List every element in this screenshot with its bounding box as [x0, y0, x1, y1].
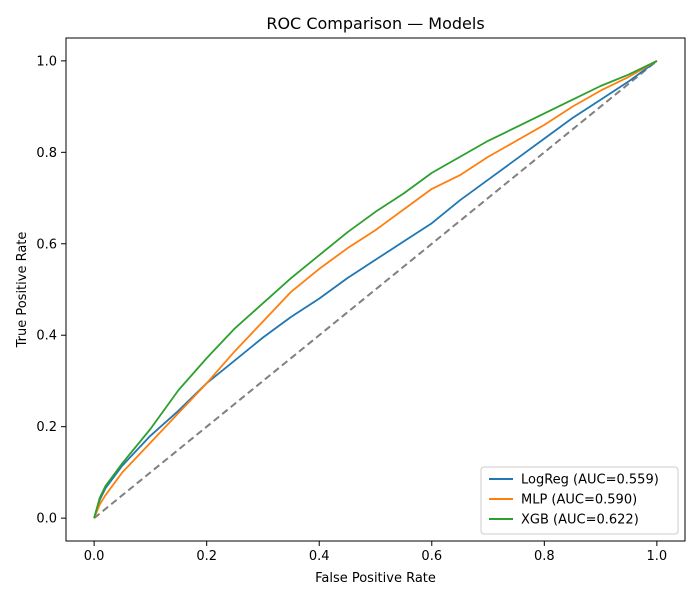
y-axis-ticks: 0.0 0.2 0.4 0.6 0.8 1.0: [36, 54, 66, 527]
x-tick-label: 1.0: [647, 549, 668, 564]
x-axis-ticks: 0.0 0.2 0.4 0.6 0.8 1.0: [84, 541, 667, 564]
y-tick-label: 0.8: [36, 146, 57, 161]
legend-label-1: MLP (AUC=0.590): [521, 493, 637, 508]
legend-box: [480, 466, 679, 535]
x-tick-label: 0.6: [421, 549, 442, 564]
legend-label-0: LogReg (AUC=0.559): [521, 473, 659, 488]
y-tick-label: 0.2: [36, 420, 57, 435]
y-tick-label: 0.6: [36, 237, 57, 252]
legend: LogReg (AUC=0.559) MLP (AUC=0.590) XGB (AU…: [480, 466, 679, 535]
y-tick-label: 0.4: [36, 329, 57, 344]
x-axis-label: False Positive Rate: [315, 571, 436, 586]
y-axis-label: True Positive Rate: [15, 232, 30, 349]
y-tick-label: 1.0: [36, 54, 57, 69]
x-tick-label: 0.4: [309, 549, 330, 564]
chart-title: ROC Comparison — Models: [266, 14, 484, 33]
x-tick-label: 0.8: [534, 549, 555, 564]
plot-area: [93, 60, 658, 519]
x-tick-label: 0.2: [196, 549, 217, 564]
x-tick-label: 0.0: [84, 549, 105, 564]
y-tick-label: 0.0: [36, 512, 57, 527]
plot-frame: [65, 37, 686, 542]
series-line-2: [93, 60, 658, 519]
chance-diagonal-line: [93, 60, 658, 519]
series-line-1: [93, 60, 658, 519]
series-line-0: [93, 60, 658, 519]
legend-label-2: XGB (AUC=0.622): [521, 513, 639, 528]
